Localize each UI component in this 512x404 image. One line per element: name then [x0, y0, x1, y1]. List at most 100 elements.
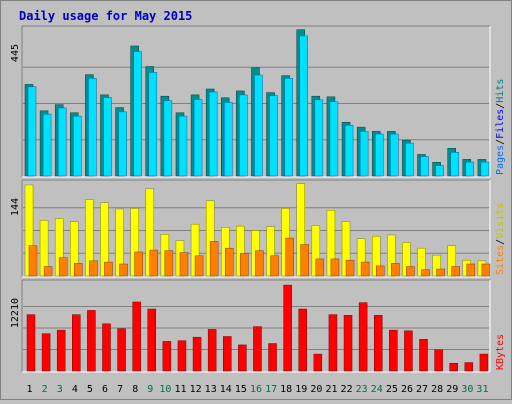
- bar-files: [163, 100, 173, 177]
- bar-kbytes: [449, 363, 458, 372]
- bar-kbytes: [117, 328, 126, 372]
- bar-sites: [315, 258, 325, 277]
- bar-kbytes: [419, 339, 428, 372]
- bar-sites: [164, 250, 174, 277]
- bar-kbytes: [87, 310, 96, 372]
- series-axis-label-visits: Visits: [495, 203, 506, 239]
- bar-files: [133, 51, 142, 177]
- bar-files: [42, 113, 52, 177]
- x-tick-label: 29: [446, 384, 458, 395]
- bar-files: [405, 142, 414, 177]
- bar-sites: [406, 266, 415, 277]
- bar-files: [118, 111, 127, 177]
- bar-kbytes: [404, 330, 413, 372]
- bar-files: [344, 124, 354, 177]
- bar-sites: [391, 263, 400, 277]
- bar-files: [193, 99, 203, 177]
- bar-files: [299, 35, 308, 177]
- bar-kbytes: [207, 329, 217, 372]
- bar-sites: [285, 237, 294, 277]
- bar-sites: [360, 261, 370, 277]
- bar-kbytes: [56, 329, 66, 372]
- series-axis-label-files: Files: [495, 109, 506, 139]
- y-max-label: 12210: [10, 298, 21, 328]
- bar-sites: [255, 250, 264, 277]
- bar-kbytes: [464, 362, 474, 372]
- bar-kbytes: [132, 301, 141, 372]
- bar-files: [178, 115, 188, 177]
- bar-kbytes: [343, 315, 353, 372]
- bar-files: [254, 74, 263, 177]
- chart-panel-1: 445 Pages/Files/Hits: [10, 25, 506, 178]
- bar-files: [284, 78, 293, 177]
- bar-sites: [225, 247, 234, 277]
- bar-sites: [240, 253, 249, 277]
- bar-sites: [345, 259, 355, 277]
- y-max-label: 144: [10, 198, 21, 216]
- bar-kbytes: [313, 353, 323, 372]
- bar-kbytes: [238, 344, 247, 372]
- bar-sites: [119, 263, 128, 277]
- chart-title: Daily usage for May 2015: [19, 9, 192, 23]
- bar-sites: [330, 258, 340, 277]
- bar-kbytes: [358, 302, 368, 372]
- bar-kbytes: [223, 336, 232, 372]
- bar-kbytes: [41, 333, 51, 372]
- x-tick-label: 18: [280, 384, 292, 395]
- x-tick-label: 9: [147, 384, 153, 395]
- series-axis-label-hits: Hits: [495, 79, 506, 103]
- bar-sites: [58, 257, 68, 277]
- bar-sites: [421, 269, 430, 277]
- x-tick-label: 15: [235, 384, 247, 395]
- bar-files: [88, 78, 97, 177]
- bar-sites: [104, 261, 113, 277]
- bar-sites: [28, 245, 38, 277]
- bar-sites: [209, 240, 219, 277]
- series-axis-label-sites: Sites: [495, 245, 506, 275]
- x-tick-label: 30: [461, 384, 473, 395]
- bar-files: [480, 161, 490, 177]
- bar-sites: [179, 252, 189, 277]
- bar-kbytes: [373, 315, 383, 372]
- bar-files: [27, 86, 37, 177]
- bar-files: [73, 115, 82, 177]
- x-tick-label: 11: [174, 384, 186, 395]
- bar-files: [269, 95, 278, 177]
- bar-kbytes: [389, 329, 398, 372]
- bar-files: [224, 102, 233, 177]
- x-tick-label: 25: [386, 384, 398, 395]
- bar-kbytes: [26, 314, 36, 372]
- bar-files: [148, 72, 158, 177]
- y-max-label: 445: [10, 44, 21, 62]
- series-axis-label: KBytes: [495, 334, 506, 370]
- x-tick-label: 19: [295, 384, 307, 395]
- bar-kbytes: [162, 341, 172, 372]
- x-tick-label: 20: [310, 384, 322, 395]
- x-tick-label: 5: [87, 384, 93, 395]
- bar-sites: [149, 249, 159, 277]
- chart-panel-2: 144 Sites/Visits: [10, 179, 506, 278]
- bar-kbytes: [102, 323, 111, 372]
- x-tick-label: 3: [57, 384, 63, 395]
- x-tick-label: 1: [27, 384, 33, 395]
- bar-files: [103, 97, 112, 177]
- bar-files: [420, 156, 429, 177]
- bar-kbytes: [192, 336, 202, 372]
- x-tick-label: 13: [205, 384, 217, 395]
- x-tick-label: 26: [401, 384, 413, 395]
- series-axis-label: Pages/Files/Hits: [495, 79, 506, 175]
- bar-sites: [194, 255, 204, 277]
- bar-files: [359, 131, 369, 177]
- bar-kbytes: [268, 343, 277, 372]
- bar-sites: [270, 255, 279, 277]
- bar-files: [450, 152, 459, 177]
- bar-sites: [436, 268, 445, 277]
- bar-sites: [451, 266, 460, 277]
- bar-files: [390, 133, 399, 177]
- chart-panel-3: 12210 KBytes: [10, 279, 506, 373]
- bar-files: [57, 107, 67, 177]
- x-tick-label: 23: [356, 384, 368, 395]
- bar-files: [329, 101, 339, 177]
- bar-kbytes: [72, 314, 81, 372]
